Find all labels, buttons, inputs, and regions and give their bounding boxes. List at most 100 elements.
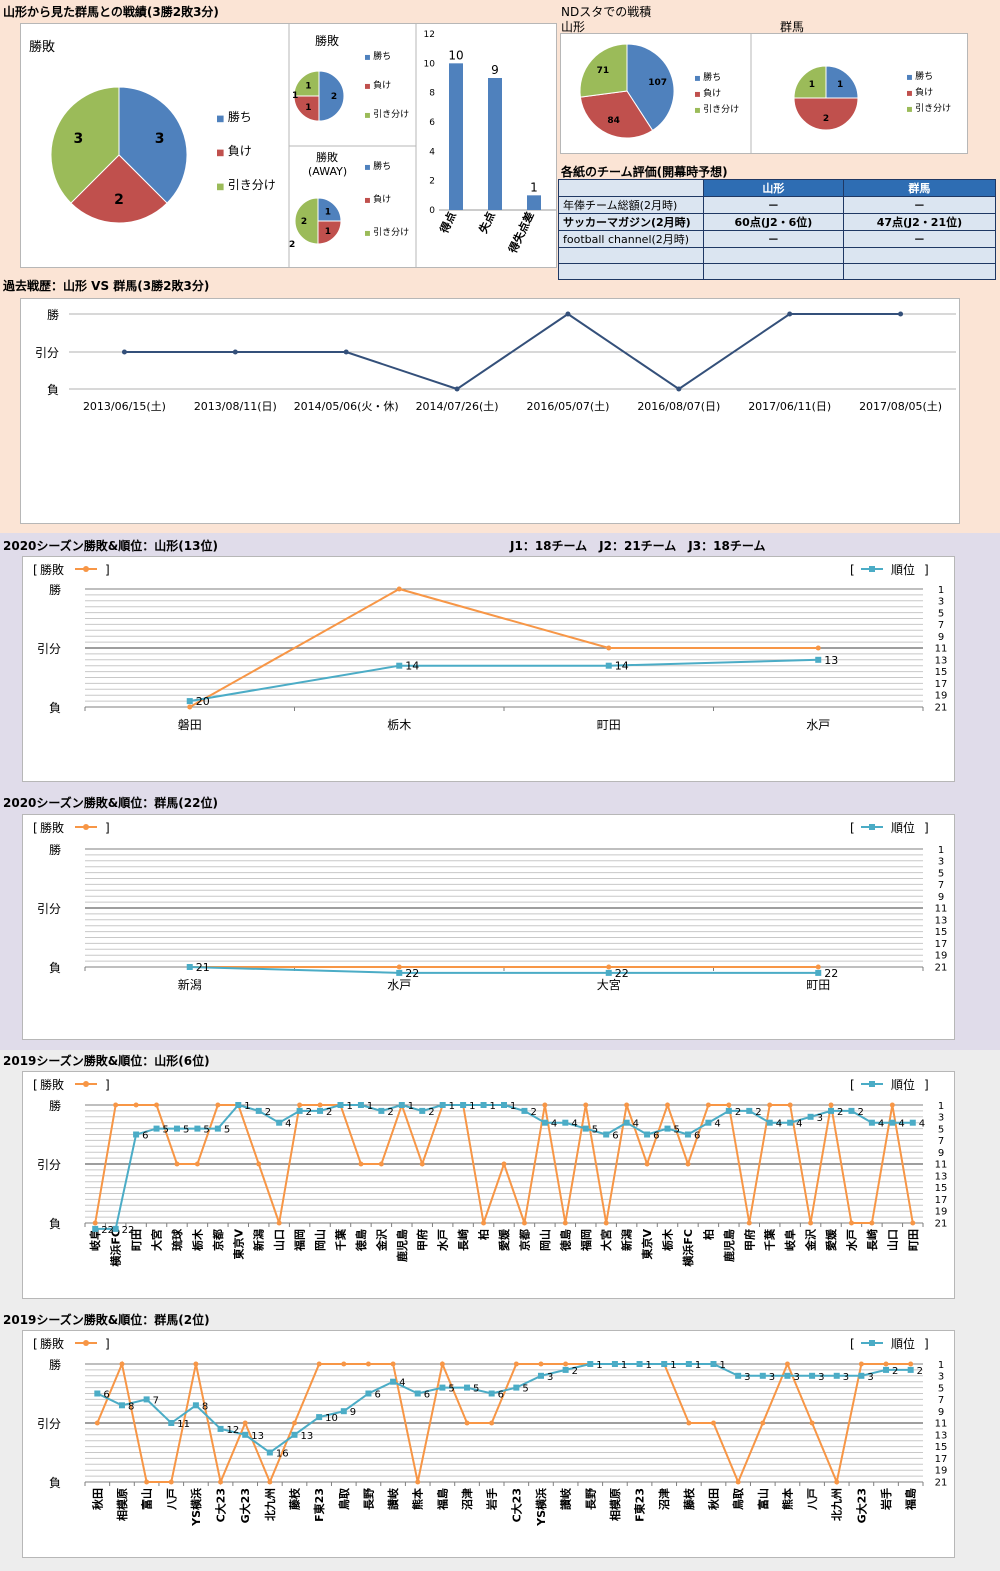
rank-value: 13 <box>301 1431 314 1442</box>
pie-away-legend-label: 引き分け <box>373 227 409 238</box>
rank-value: 12 <box>227 1425 240 1436</box>
rank-legend-marker <box>869 1340 875 1346</box>
wl-point <box>606 645 612 651</box>
category-label: 山口 <box>272 1229 286 1251</box>
rank-tick: 3 <box>938 857 944 868</box>
bar <box>449 63 463 211</box>
legend-bracket: [ <box>33 563 38 577</box>
rank-point <box>815 656 822 663</box>
rank-tick: 13 <box>935 915 948 926</box>
legend-bracket: [ <box>850 563 855 577</box>
history-date: 2013/08/11(日) <box>194 400 277 413</box>
wl-ylabel: 負 <box>49 1217 61 1231</box>
rank-tick: 19 <box>935 691 948 702</box>
rank-value: 6 <box>498 1390 504 1401</box>
wl-point <box>144 1479 150 1485</box>
eval-cell: － <box>703 230 844 248</box>
eval-header-cell <box>558 179 704 197</box>
wl-point <box>563 1361 569 1367</box>
rank-point <box>605 969 612 976</box>
rank-value: 4 <box>399 1378 405 1389</box>
wl-point <box>711 1420 716 1426</box>
rank-value: 14 <box>615 660 629 673</box>
chart2-panel: 勝引分負 1 3 5 7 9 11 13 15 17 19 21[勝敗][順位] 岐阜 横浜FC 町田 大宮琉… <box>22 1071 955 1299</box>
category-label: 栃木 <box>387 718 411 732</box>
wl-point <box>606 964 612 970</box>
rank-legend-marker <box>869 1081 875 1087</box>
bar-value: 10 <box>448 48 463 62</box>
rank-point <box>255 1107 262 1114</box>
wl-ylabel: 勝 <box>49 1357 61 1372</box>
rank-value: 2 <box>387 1107 393 1118</box>
rank-point <box>439 1384 446 1391</box>
rank-point <box>143 1396 150 1403</box>
nd-panel: 107 84 71 勝ち 負け 引き分け 1 2 1 勝ち 負け 引き分け <box>560 33 968 154</box>
category-label: 八戸 <box>806 1488 819 1511</box>
rank-value: 5 <box>592 1125 598 1136</box>
category-label: 栃木 <box>661 1228 675 1251</box>
legend-bracket: ] <box>105 821 110 835</box>
rank-point <box>611 1361 618 1367</box>
wl-point <box>583 1102 589 1108</box>
rank-tick: 9 <box>938 632 944 643</box>
pie-home-legend-label: 負け <box>373 79 391 91</box>
rank-point <box>684 1131 691 1138</box>
category-label: G大23 <box>238 1488 252 1523</box>
category-label: 大宮 <box>597 977 621 992</box>
rank-point <box>464 1384 471 1391</box>
rank-tick: 13 <box>935 655 948 666</box>
bar-ytick: 10 <box>424 59 436 69</box>
nd-title: NDスタでの戦積 <box>561 5 652 19</box>
rank-point <box>582 1125 589 1132</box>
wl-point <box>686 1420 692 1426</box>
legend-bracket: [ <box>850 821 855 835</box>
category-label: 熊本 <box>780 1488 794 1510</box>
rank-point <box>907 1366 914 1373</box>
rank-point <box>266 1449 273 1456</box>
pie-away-outer: 2 <box>289 240 295 250</box>
rank-value: 10 <box>325 1413 338 1424</box>
nd-left-legend-label: 勝ち <box>703 71 721 83</box>
nd-left-legend-label: 引き分け <box>703 104 739 115</box>
nd-pie-right-slice-label: 2 <box>823 114 829 124</box>
category-label: 山口 <box>885 1229 899 1251</box>
nd-pie-left-slice <box>579 90 654 139</box>
rank-value: 1 <box>244 1101 250 1112</box>
category-label: 千葉 <box>763 1228 777 1251</box>
nd-left-legend-label: 負け <box>703 87 721 99</box>
chart3-title: 2019シーズン勝敗&順位：群馬(2位) <box>3 1313 210 1327</box>
wl-legend-marker <box>83 566 89 572</box>
rank-point <box>276 1119 283 1126</box>
wl-point <box>154 1102 160 1108</box>
rank-point <box>118 1402 125 1409</box>
wl-ylabel: 負 <box>49 1476 61 1490</box>
eval-row: 年俸チーム総額(2月時) － － <box>558 196 997 214</box>
legend-bracket: [ <box>850 1337 855 1351</box>
pie-home-label: 勝敗 <box>315 33 339 48</box>
wl-point <box>787 1102 793 1108</box>
rank-point <box>480 1102 487 1108</box>
eval-cell: 60点(J2・6位) <box>703 213 844 231</box>
rank-point <box>513 1384 520 1391</box>
category-label: 新潟 <box>252 1229 266 1251</box>
category-label: 横浜FC <box>109 1229 123 1267</box>
pie-total-legend-swatch <box>217 183 224 191</box>
rank-value: 1 <box>449 1101 455 1112</box>
pie-home-legend-swatch <box>365 83 370 89</box>
rank-value: 4 <box>633 1119 639 1130</box>
rank-value: 3 <box>818 1372 824 1383</box>
rank-value: 2 <box>735 1107 741 1118</box>
wl-ylabel: 引分 <box>37 1158 61 1172</box>
rank-value: 4 <box>919 1119 925 1130</box>
pie-home-slice-label: 1 <box>305 103 311 113</box>
wl-point <box>726 1102 732 1108</box>
rank-value: 5 <box>163 1125 169 1136</box>
rank-point <box>501 1102 507 1108</box>
rank-tick: 21 <box>935 702 948 713</box>
rank-point <box>685 1361 692 1367</box>
pie-away-slice <box>317 197 342 222</box>
nd-left-legend-swatch <box>695 91 700 97</box>
category-label: 金沢 <box>804 1228 818 1252</box>
legend-bracket: [ <box>33 821 38 835</box>
